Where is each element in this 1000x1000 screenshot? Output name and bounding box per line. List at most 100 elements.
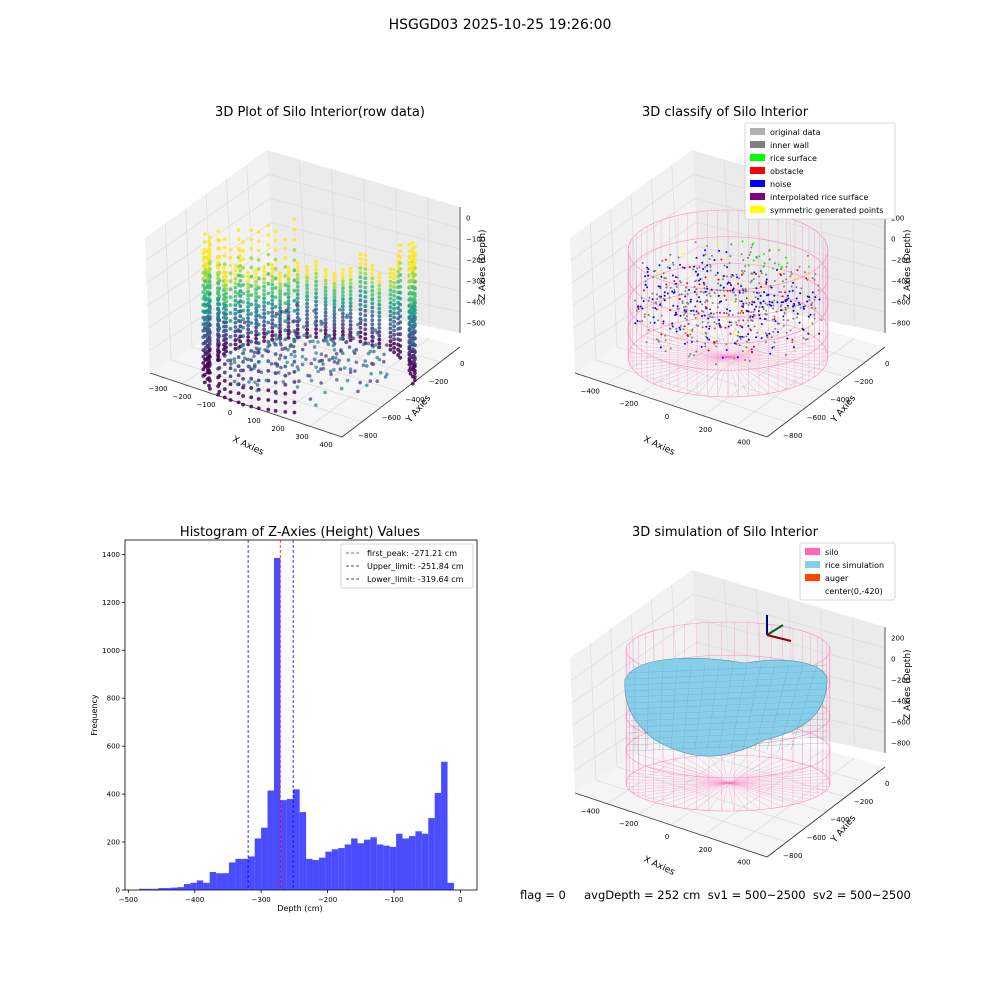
y-tick-label: 400 — [107, 791, 120, 799]
z-axis-label: Z Axies (Depth) — [478, 229, 488, 300]
data-point — [668, 267, 671, 270]
data-point — [363, 295, 368, 299]
histogram-bar — [299, 812, 307, 890]
data-point — [348, 304, 353, 309]
data-point — [728, 321, 731, 324]
histogram-bar — [396, 833, 403, 890]
data-point — [368, 349, 373, 354]
data-point — [742, 259, 745, 262]
data-point — [396, 264, 400, 269]
data-point — [398, 243, 403, 248]
data-point — [288, 344, 293, 349]
data-point — [739, 312, 742, 314]
data-point — [410, 250, 415, 255]
data-point — [788, 290, 791, 293]
data-point — [233, 285, 238, 290]
data-point — [246, 282, 250, 286]
data-point — [696, 340, 699, 343]
data-point — [314, 279, 318, 284]
data-point — [646, 266, 649, 269]
data-point — [256, 378, 261, 383]
data-point — [690, 341, 693, 343]
data-point — [742, 291, 745, 294]
data-point — [233, 268, 238, 272]
histogram-bar — [376, 844, 384, 890]
mesh-line — [790, 664, 818, 751]
data-point — [751, 351, 753, 354]
data-point — [410, 326, 415, 331]
data-point — [760, 337, 763, 340]
data-point — [340, 335, 345, 340]
data-point — [408, 371, 413, 376]
data-point — [738, 277, 740, 280]
data-point — [323, 324, 328, 329]
data-point — [332, 348, 337, 352]
data-point — [252, 354, 256, 359]
data-point — [207, 336, 212, 340]
x-tick-label: 0 — [228, 409, 232, 417]
data-point — [703, 314, 706, 317]
histogram-bar — [228, 862, 236, 890]
data-point — [305, 305, 309, 310]
data-point — [294, 333, 299, 337]
data-point — [319, 367, 323, 372]
data-point — [796, 324, 799, 327]
data-point — [314, 267, 318, 272]
data-point — [266, 340, 271, 344]
data-point — [370, 272, 375, 276]
data-point — [365, 364, 369, 368]
data-point — [264, 332, 268, 336]
data-point — [651, 298, 654, 301]
data-point — [278, 337, 282, 342]
data-point — [233, 316, 238, 321]
data-point — [721, 278, 724, 281]
data-point — [216, 265, 221, 270]
data-point — [254, 329, 258, 334]
data-point — [686, 341, 689, 344]
data-point — [392, 276, 396, 281]
data-point — [249, 284, 254, 288]
data-point — [348, 289, 353, 294]
data-point — [249, 358, 254, 362]
data-point — [655, 302, 658, 305]
data-point — [323, 271, 328, 276]
data-point — [705, 307, 708, 310]
data-point — [722, 275, 725, 277]
histogram-bar — [267, 790, 274, 890]
data-point — [347, 332, 352, 337]
data-point — [707, 317, 710, 320]
data-point — [295, 296, 300, 301]
data-point — [382, 359, 386, 364]
x-tick-label: 0 — [665, 833, 669, 841]
data-point — [216, 339, 221, 343]
legend-swatch — [750, 141, 765, 148]
data-point — [669, 327, 672, 330]
data-point — [233, 290, 238, 294]
y-axis-line — [766, 346, 886, 438]
y-tick-label: −600 — [807, 414, 826, 422]
data-point — [262, 288, 266, 293]
data-point — [224, 274, 228, 279]
data-point — [791, 289, 794, 292]
data-point — [698, 296, 700, 299]
data-point — [657, 319, 660, 322]
data-point — [731, 289, 734, 291]
data-point — [388, 322, 393, 326]
data-point — [266, 398, 271, 402]
data-point — [734, 294, 737, 297]
data-point — [757, 324, 760, 327]
data-point — [697, 324, 699, 327]
data-point — [398, 332, 403, 337]
data-point — [262, 311, 266, 316]
data-point — [348, 319, 353, 324]
data-point — [292, 309, 297, 313]
data-point — [256, 258, 261, 262]
z-tick-label: −600 — [891, 299, 910, 307]
data-point — [363, 318, 368, 322]
data-point — [634, 299, 636, 302]
histogram-bar — [222, 873, 229, 890]
grid-line — [246, 164, 256, 309]
data-point — [332, 312, 337, 317]
data-point — [278, 353, 283, 358]
data-point — [748, 301, 751, 304]
